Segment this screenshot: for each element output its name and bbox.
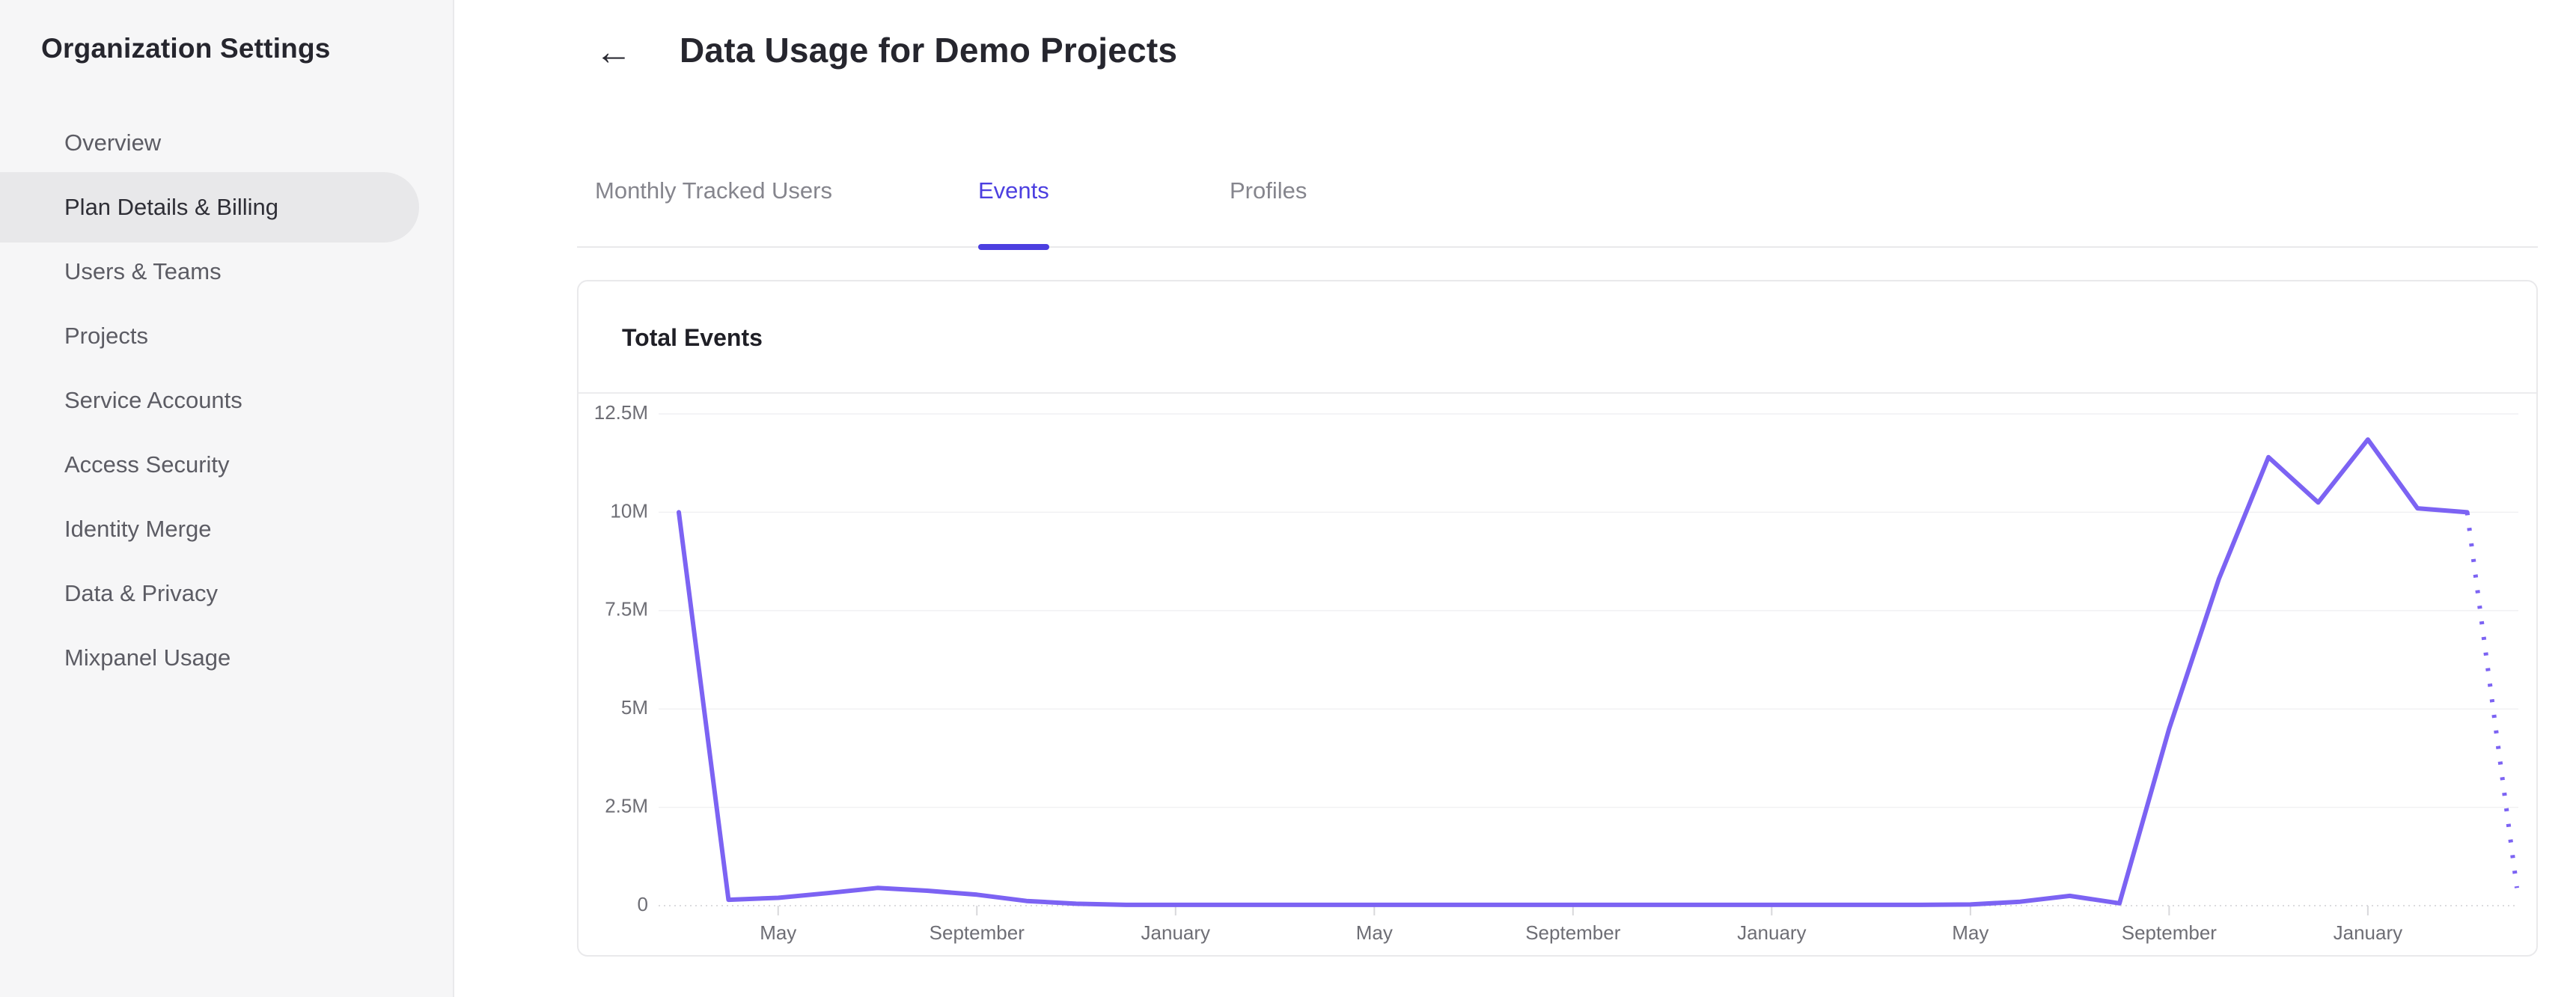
x-axis-label: January bbox=[1141, 921, 1211, 944]
active-item-highlight bbox=[0, 172, 419, 243]
chart-area: 0 2.5M 5M 7.5M 10M 12.5M May September January Ma… bbox=[579, 395, 2536, 957]
sidebar-item-overview[interactable]: Overview bbox=[64, 129, 162, 156]
y-axis-label: 7.5M bbox=[605, 598, 648, 621]
sidebar-item-identity-merge[interactable]: Identity Merge bbox=[64, 516, 212, 542]
active-tab-underline bbox=[978, 244, 1049, 250]
sidebar-nav: Overview Plan Details & Billing Users & … bbox=[0, 111, 453, 690]
x-axis-label: May bbox=[1356, 921, 1393, 944]
sidebar-title: Organization Settings bbox=[41, 33, 331, 64]
page-title: Data Usage for Demo Projects bbox=[680, 31, 1178, 70]
total-events-card: Total Events 0 2.5M 5M 7.5M 10M 12.5M May Septe… bbox=[577, 280, 2538, 957]
total-events-series-dotted-incomplete bbox=[2464, 512, 2519, 888]
card-header: Total Events bbox=[579, 281, 2536, 394]
x-axis-label: September bbox=[930, 921, 1025, 944]
sidebar-item-service-accounts[interactable]: Service Accounts bbox=[64, 387, 242, 413]
sidebar-item-data-privacy[interactable]: Data & Privacy bbox=[64, 580, 219, 606]
total-events-series-solid bbox=[677, 437, 2470, 907]
x-axis-label: September bbox=[2122, 921, 2218, 944]
y-axis-label: 10M bbox=[610, 499, 648, 522]
organization-settings-sidebar: Organization Settings Overview Plan Deta… bbox=[0, 0, 454, 997]
x-axis-label: January bbox=[1737, 921, 1807, 944]
x-axis-label: September bbox=[1525, 921, 1621, 944]
sidebar-item-projects[interactable]: Projects bbox=[64, 323, 148, 349]
total-events-line-chart: 0 2.5M 5M 7.5M 10M 12.5M May September January Ma… bbox=[594, 401, 2519, 944]
back-arrow-icon[interactable]: ← bbox=[587, 25, 640, 78]
tab-profiles[interactable]: Profiles bbox=[1230, 177, 1307, 204]
sidebar-item-access-security[interactable]: Access Security bbox=[64, 451, 230, 478]
sidebar-item-users-teams[interactable]: Users & Teams bbox=[64, 258, 222, 284]
y-axis-label: 2.5M bbox=[605, 794, 648, 817]
x-axis-label: May bbox=[1952, 921, 1989, 944]
sidebar-item-plan-details-billing[interactable]: Plan Details & Billing bbox=[0, 172, 453, 243]
card-title: Total Events bbox=[622, 324, 763, 351]
x-axis-label: May bbox=[760, 921, 796, 944]
y-axis-label: 5M bbox=[621, 696, 648, 719]
tab-monthly-tracked-users[interactable]: Monthly Tracked Users bbox=[595, 177, 832, 204]
y-axis-label: 12.5M bbox=[594, 401, 648, 424]
x-axis-label: January bbox=[2334, 921, 2403, 944]
data-usage-tabs: Monthly Tracked Users Events Profiles bbox=[577, 166, 2538, 250]
tab-events[interactable]: Events bbox=[978, 177, 1049, 250]
y-axis-label: 0 bbox=[638, 893, 648, 915]
sidebar-item-mixpanel-usage[interactable]: Mixpanel Usage bbox=[64, 644, 231, 671]
